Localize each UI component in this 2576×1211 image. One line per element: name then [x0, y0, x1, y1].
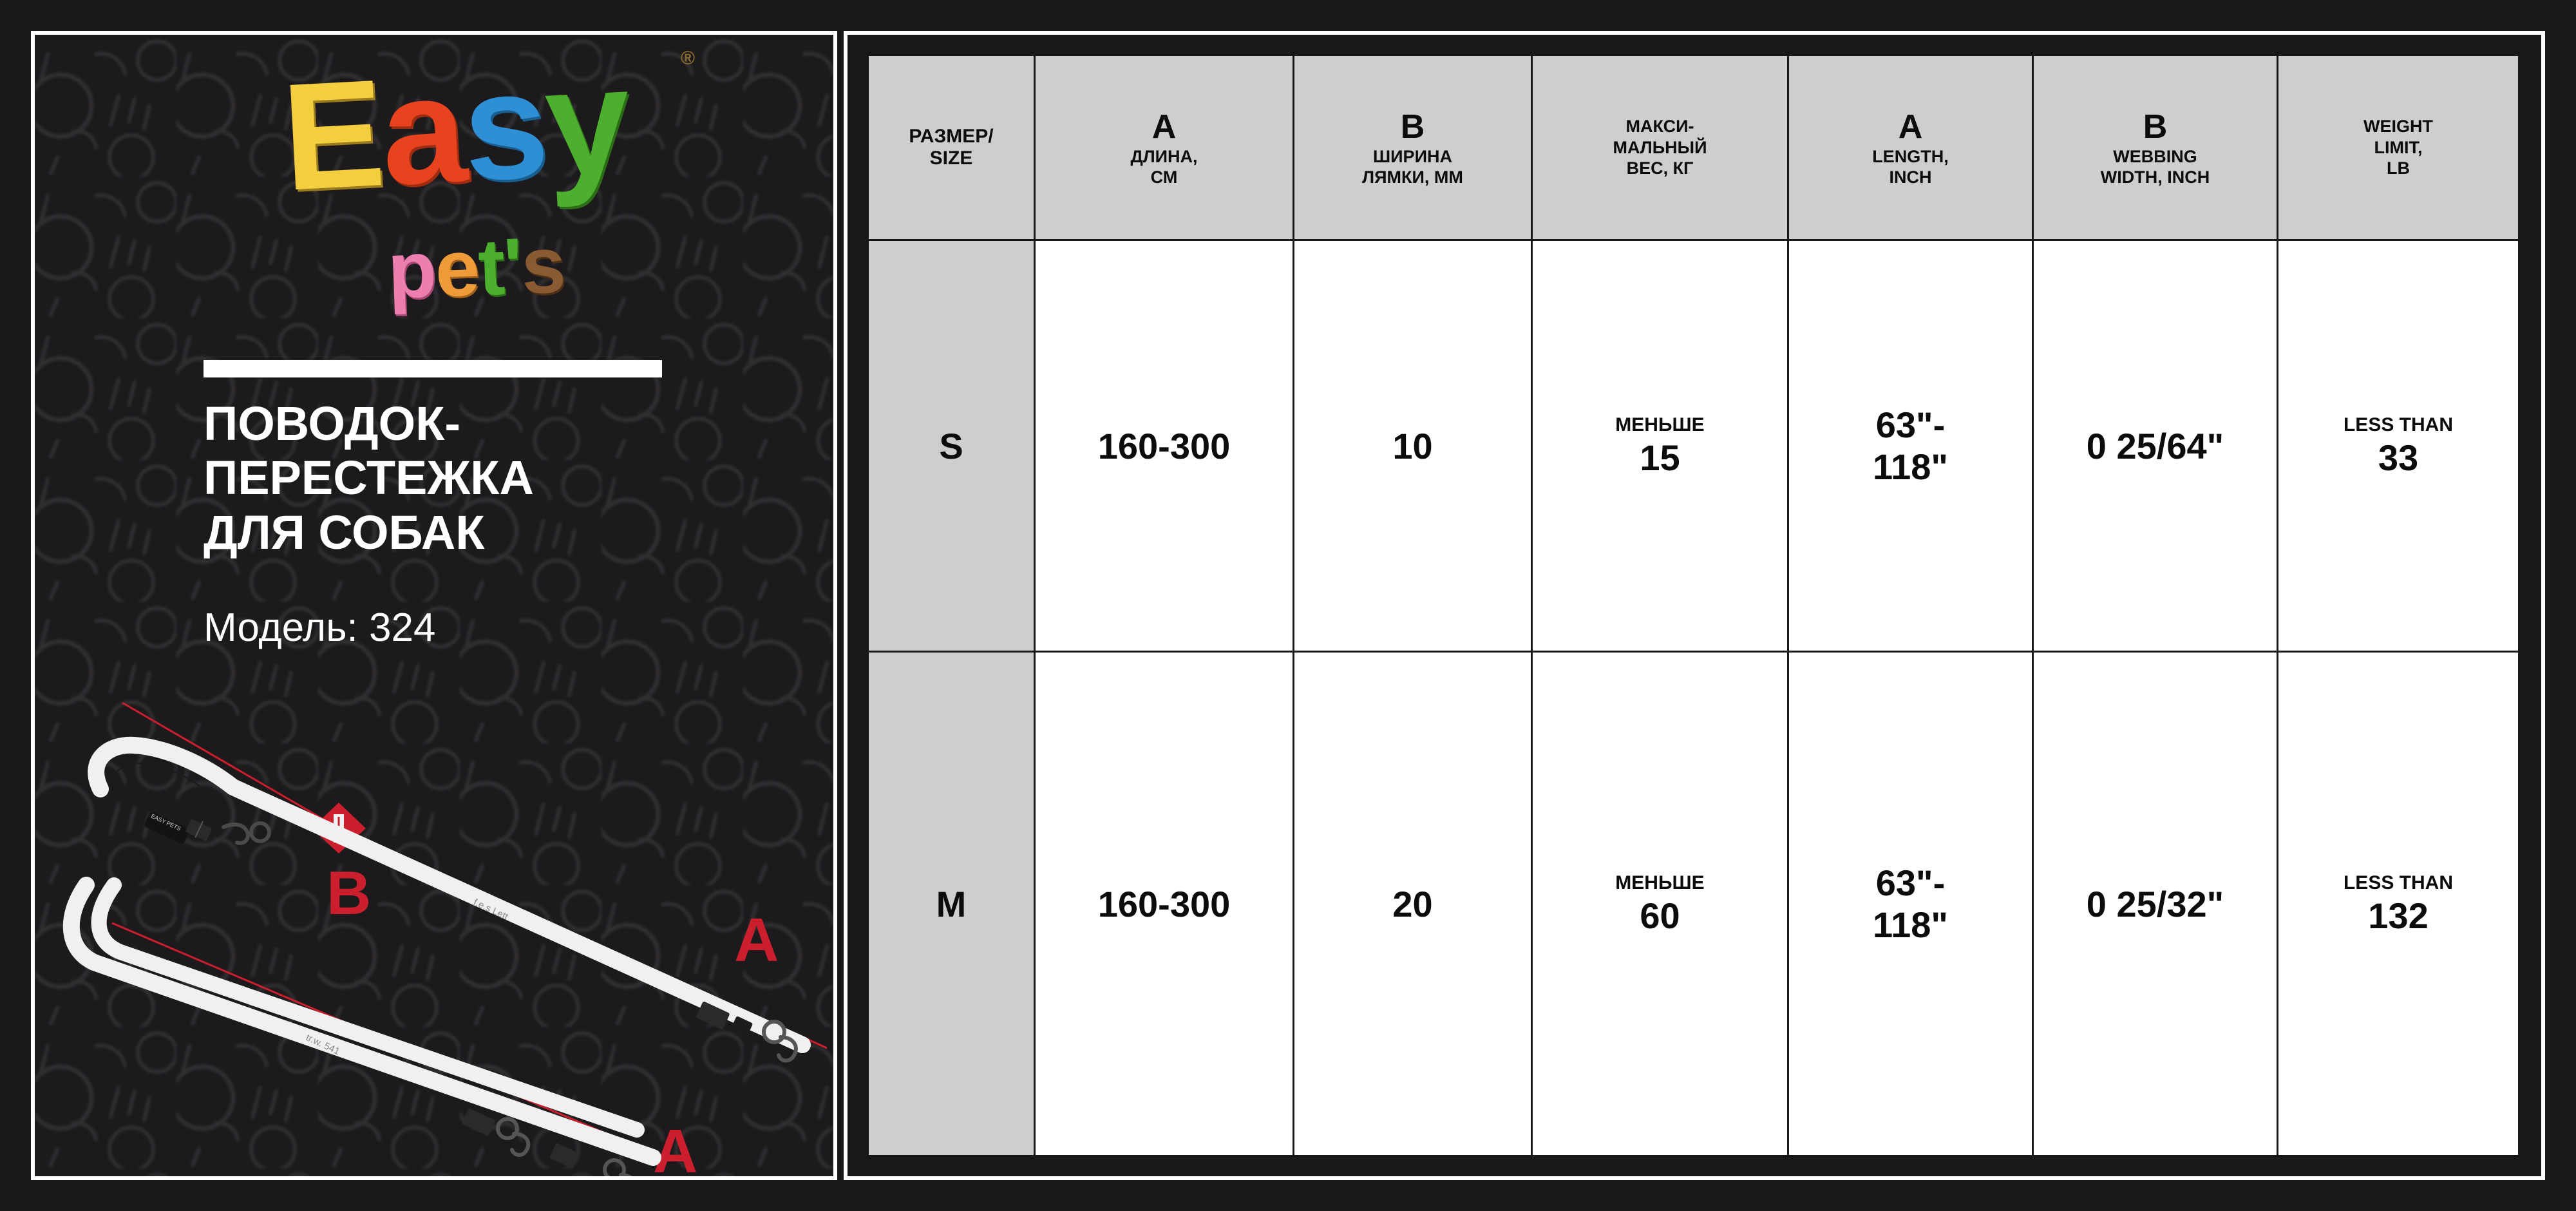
svg-text:A: A	[734, 906, 779, 975]
svg-text:B: B	[327, 859, 371, 928]
svg-text:A: A	[653, 1117, 697, 1180]
